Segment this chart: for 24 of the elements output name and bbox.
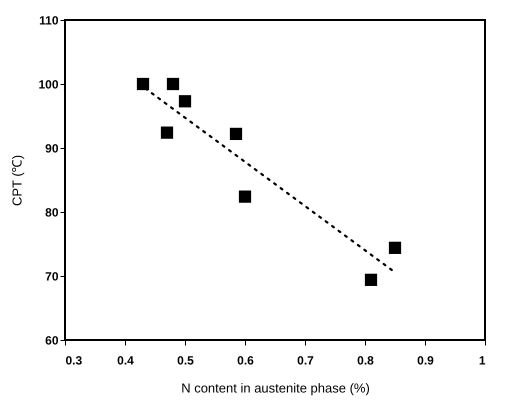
point bbox=[178, 95, 192, 108]
point bbox=[364, 274, 378, 286]
x-tick-label: 0.7 bbox=[297, 354, 314, 368]
y-tick-label: 100 bbox=[38, 78, 59, 92]
x-tick-label: 0.9 bbox=[417, 354, 434, 368]
y-axis-title: CPT (℃) bbox=[9, 154, 24, 206]
point bbox=[136, 78, 150, 90]
y-tick-label: 90 bbox=[45, 142, 59, 156]
point bbox=[230, 128, 242, 140]
point bbox=[160, 126, 174, 139]
x-tick-label: 1 bbox=[478, 354, 486, 368]
point bbox=[238, 190, 252, 203]
y-tick-label: 70 bbox=[45, 270, 59, 284]
x-tick-label: 0.3 bbox=[66, 354, 83, 368]
point bbox=[166, 78, 180, 90]
y-tick-label: 110 bbox=[39, 14, 59, 28]
y-tick-label: 80 bbox=[45, 206, 59, 220]
x-axis-title: N content in austenite phase (%) bbox=[181, 380, 370, 396]
y-tick-label: 60 bbox=[45, 334, 59, 348]
x-tick-label: 0.8 bbox=[357, 354, 374, 368]
point bbox=[388, 242, 402, 254]
x-tick-label: 0.4 bbox=[117, 354, 134, 368]
x-tick-label: 0.5 bbox=[177, 354, 194, 368]
x-tick-label: 0.6 bbox=[237, 354, 254, 368]
